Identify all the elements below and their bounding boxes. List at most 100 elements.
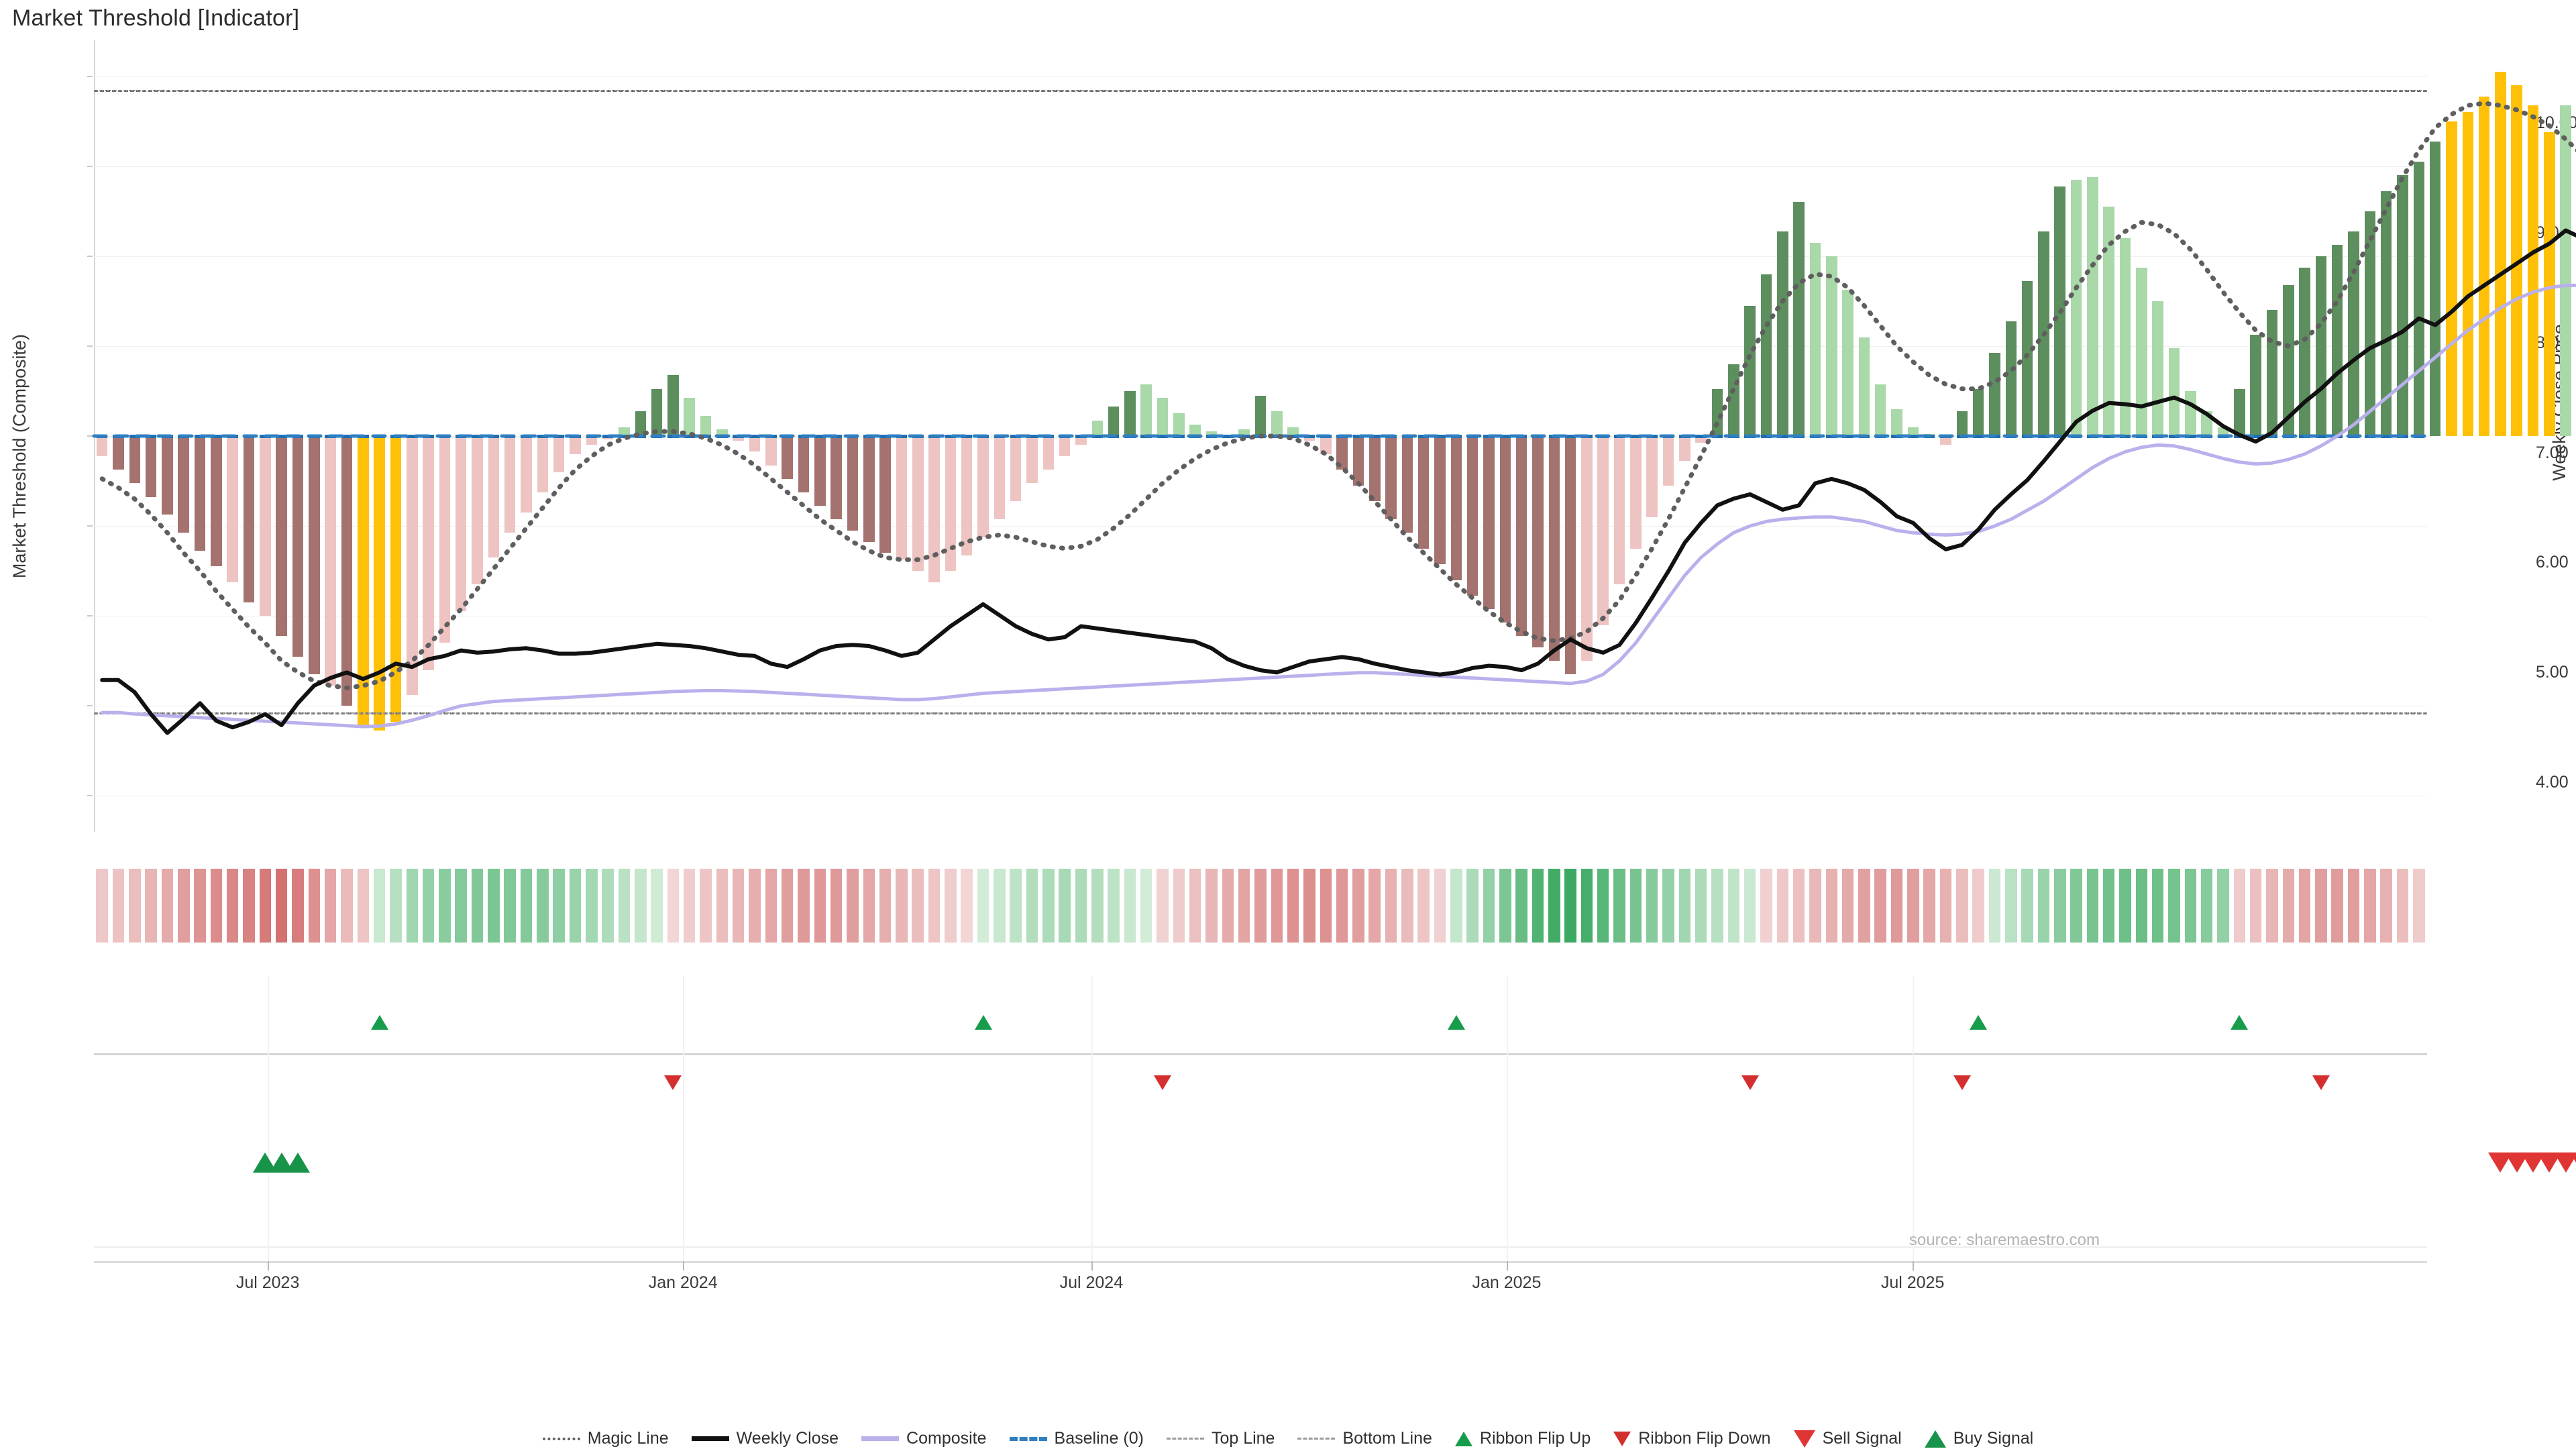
ribbon-heat-cell[interactable] bbox=[928, 869, 941, 943]
ribbon-heat-cell[interactable] bbox=[1548, 869, 1560, 943]
ribbon-heat-cell[interactable] bbox=[1613, 869, 1625, 943]
histogram-bar[interactable] bbox=[994, 436, 1006, 520]
ribbon-heat-cell[interactable] bbox=[2380, 869, 2392, 943]
ribbon-heat-cell[interactable] bbox=[1499, 869, 1511, 943]
ribbon-heat-cell[interactable] bbox=[569, 869, 582, 943]
ribbon-heat-cell[interactable] bbox=[2037, 869, 2050, 943]
histogram-bar[interactable] bbox=[619, 427, 630, 436]
ribbon-heat-cell[interactable] bbox=[1173, 869, 1185, 943]
histogram-bar[interactable] bbox=[2527, 105, 2539, 436]
histogram-bar[interactable] bbox=[2234, 388, 2245, 436]
ribbon-flip-down-marker[interactable] bbox=[1154, 1075, 1172, 1090]
ribbon-heat-cell[interactable] bbox=[683, 869, 696, 943]
ribbon-heat-cell[interactable] bbox=[1662, 869, 1674, 943]
histogram-bar[interactable] bbox=[292, 436, 304, 657]
legend-item[interactable]: Top Line bbox=[1166, 1429, 1275, 1448]
ribbon-heat-cell[interactable] bbox=[1858, 869, 1870, 943]
histogram-bar[interactable] bbox=[2364, 211, 2376, 436]
ribbon-heat-cell[interactable] bbox=[2331, 869, 2343, 943]
histogram-bar[interactable] bbox=[2429, 141, 2441, 436]
ribbon-heat-cell[interactable] bbox=[2249, 869, 2262, 943]
histogram-bar[interactable] bbox=[227, 436, 238, 582]
ribbon-heat-cell[interactable] bbox=[1075, 869, 1087, 943]
histogram-bar[interactable] bbox=[455, 436, 467, 612]
histogram-bar[interactable] bbox=[309, 436, 320, 675]
histogram-bar[interactable] bbox=[863, 436, 875, 542]
ribbon-heat-cell[interactable] bbox=[1010, 869, 1022, 943]
legend-item[interactable]: Weekly Close bbox=[691, 1429, 839, 1448]
histogram-bar[interactable] bbox=[1662, 436, 1674, 486]
ribbon-heat-cell[interactable] bbox=[1124, 869, 1136, 943]
ribbon-heat-cell[interactable] bbox=[2135, 869, 2148, 943]
ribbon-heat-cell[interactable] bbox=[341, 869, 353, 943]
ribbon-heat-cell[interactable] bbox=[2021, 869, 2033, 943]
ribbon-heat-cell[interactable] bbox=[2054, 869, 2066, 943]
histogram-bar[interactable] bbox=[1858, 337, 1870, 436]
histogram-bar[interactable] bbox=[782, 436, 793, 479]
ribbon-heat-cell[interactable] bbox=[439, 869, 451, 943]
ribbon-flip-up-marker[interactable] bbox=[1970, 1015, 1988, 1030]
histogram-bar[interactable] bbox=[1809, 242, 1821, 436]
histogram-bar[interactable] bbox=[2103, 207, 2114, 436]
ribbon-heat-cell[interactable] bbox=[2282, 869, 2294, 943]
ribbon-heat-cell[interactable] bbox=[2168, 869, 2180, 943]
ribbon-heat-cell[interactable] bbox=[455, 869, 467, 943]
ribbon-heat-cell[interactable] bbox=[635, 869, 647, 943]
histogram-bar[interactable] bbox=[2560, 105, 2571, 436]
histogram-bar[interactable] bbox=[1320, 436, 1332, 454]
histogram-bar[interactable] bbox=[2331, 245, 2343, 436]
ribbon-heat-cell[interactable] bbox=[112, 869, 125, 943]
legend-item[interactable]: Buy Signal bbox=[1924, 1429, 2033, 1448]
ribbon-heat-cell[interactable] bbox=[1727, 869, 1740, 943]
histogram-bar[interactable] bbox=[1091, 420, 1104, 436]
histogram-bar[interactable] bbox=[2168, 348, 2180, 436]
legend-item[interactable]: Magic Line bbox=[542, 1429, 669, 1448]
histogram-bar[interactable] bbox=[1679, 436, 1690, 461]
ribbon-heat-cell[interactable] bbox=[1320, 869, 1332, 943]
ribbon-heat-cell[interactable] bbox=[2184, 869, 2197, 943]
ribbon-heat-cell[interactable] bbox=[2413, 869, 2425, 943]
histogram-bar[interactable] bbox=[2299, 267, 2310, 436]
histogram-bar[interactable] bbox=[1597, 436, 1609, 625]
ribbon-heat-cell[interactable] bbox=[2086, 869, 2099, 943]
histogram-bar[interactable] bbox=[1368, 436, 1381, 502]
histogram-bar[interactable] bbox=[472, 436, 483, 585]
histogram-bar[interactable] bbox=[1956, 411, 1968, 436]
histogram-bar[interactable] bbox=[325, 436, 336, 686]
ribbon-heat-cell[interactable] bbox=[2119, 869, 2131, 943]
ribbon-heat-cell[interactable] bbox=[2364, 869, 2376, 943]
histogram-bar[interactable] bbox=[1026, 436, 1038, 484]
ribbon-heat-cell[interactable] bbox=[308, 869, 321, 943]
buy-sell-signal-panel[interactable] bbox=[94, 1093, 2576, 1268]
histogram-bar[interactable] bbox=[896, 436, 908, 560]
histogram-bar[interactable] bbox=[2250, 335, 2261, 436]
ribbon-heat-cell[interactable] bbox=[488, 869, 500, 943]
histogram-bar[interactable] bbox=[113, 436, 124, 470]
histogram-bar[interactable] bbox=[211, 436, 222, 567]
ribbon-heat-cell[interactable] bbox=[2266, 869, 2278, 943]
histogram-bar[interactable] bbox=[977, 436, 989, 537]
legend-item[interactable]: Composite bbox=[861, 1429, 987, 1448]
histogram-bar[interactable] bbox=[1793, 202, 1805, 436]
ribbon-heat-cell[interactable] bbox=[1988, 869, 2001, 943]
ribbon-heat-cell[interactable] bbox=[1434, 869, 1446, 943]
ribbon-heat-cell[interactable] bbox=[1140, 869, 1152, 943]
histogram-bar[interactable] bbox=[912, 436, 924, 572]
ribbon-heat-cell[interactable] bbox=[781, 869, 794, 943]
ribbon-heat-cell[interactable] bbox=[1776, 869, 1789, 943]
ribbon-heat-cell[interactable] bbox=[422, 869, 435, 943]
ribbon-heat-cell[interactable] bbox=[1792, 869, 1805, 943]
ribbon-heat-cell[interactable] bbox=[863, 869, 875, 943]
histogram-bar[interactable] bbox=[374, 436, 385, 731]
ribbon-heat-cell[interactable] bbox=[879, 869, 892, 943]
histogram-bar[interactable] bbox=[488, 436, 500, 558]
histogram-bar[interactable] bbox=[635, 411, 647, 436]
main-chart-plot[interactable]: 0.80.60.40.20−0.2−0.4−0.6−0.810.009.008.… bbox=[87, 40, 2576, 832]
histogram-bar[interactable] bbox=[2544, 132, 2555, 436]
histogram-bar[interactable] bbox=[260, 436, 271, 616]
ribbon-flip-down-marker[interactable] bbox=[1741, 1075, 1759, 1090]
ribbon-heat-cell[interactable] bbox=[977, 869, 989, 943]
ribbon-heat-cell[interactable] bbox=[1059, 869, 1071, 943]
histogram-bar[interactable] bbox=[1842, 290, 1854, 436]
histogram-bar[interactable] bbox=[749, 436, 761, 452]
